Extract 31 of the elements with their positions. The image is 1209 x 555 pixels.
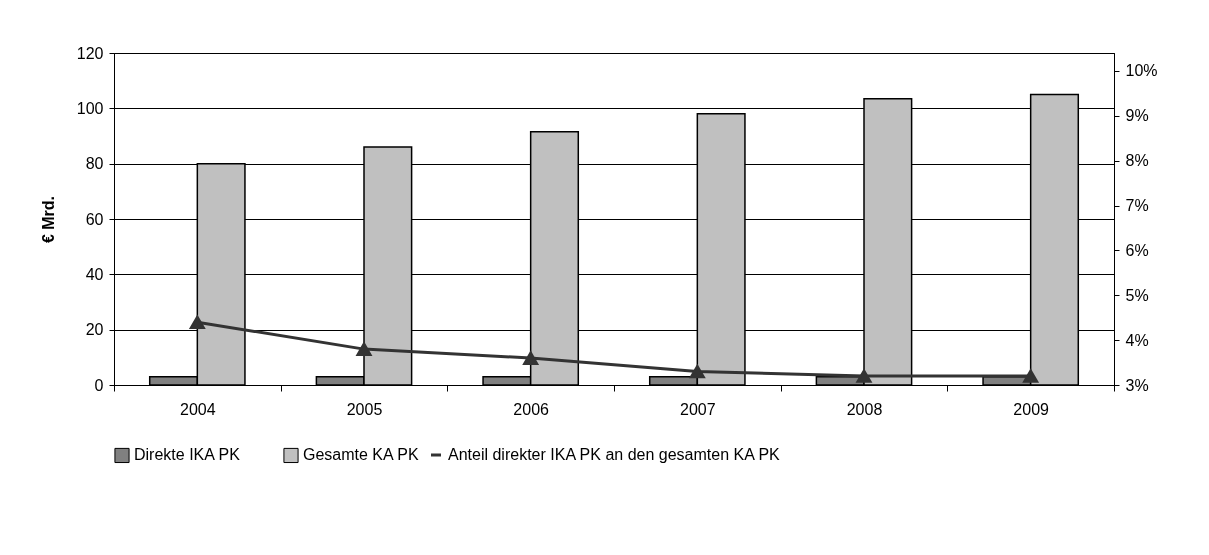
y-tick-label: 20: [85, 321, 104, 339]
y2-tick-label: 9%: [1125, 107, 1149, 125]
y-tick-label: 0: [94, 376, 104, 394]
y-axis-title: € Mrd.: [39, 195, 57, 244]
legend-label: Gesamte KA PK: [303, 446, 419, 464]
point: [856, 369, 872, 383]
y2-tick-label: 4%: [1125, 331, 1149, 349]
y2-tick-label: 3%: [1125, 376, 1149, 394]
point: [1022, 369, 1039, 383]
y-tick-label: 40: [85, 265, 104, 283]
y-tick-label: 60: [85, 210, 104, 228]
x-tick-label: 2009: [1013, 400, 1050, 418]
point: [189, 315, 206, 329]
y2-tick-label: 10%: [1125, 62, 1158, 80]
point: [522, 351, 539, 365]
x-tick-label: 2005: [346, 400, 383, 418]
x-tick-label: 2006: [513, 400, 550, 418]
point: [356, 342, 372, 356]
y2-tick-label: 5%: [1125, 286, 1149, 304]
y2-tick-label: 6%: [1125, 241, 1149, 259]
y-tick-label: 120: [76, 44, 104, 62]
x-tick-label: 2007: [680, 400, 716, 418]
x-tick-label: 2008: [846, 400, 883, 418]
y-tick-label: 80: [85, 155, 104, 173]
y-tick-label: 100: [76, 99, 104, 117]
x-tick-label: 2004: [180, 400, 216, 418]
point: [689, 364, 706, 379]
y2-tick-label: 8%: [1125, 152, 1149, 170]
legend-label: Direkte IKA PK: [134, 446, 241, 464]
y2-tick-label: 7%: [1125, 197, 1149, 215]
legend-label: Anteil direkter IKA PK an den gesamten KA PK: [448, 446, 781, 463]
